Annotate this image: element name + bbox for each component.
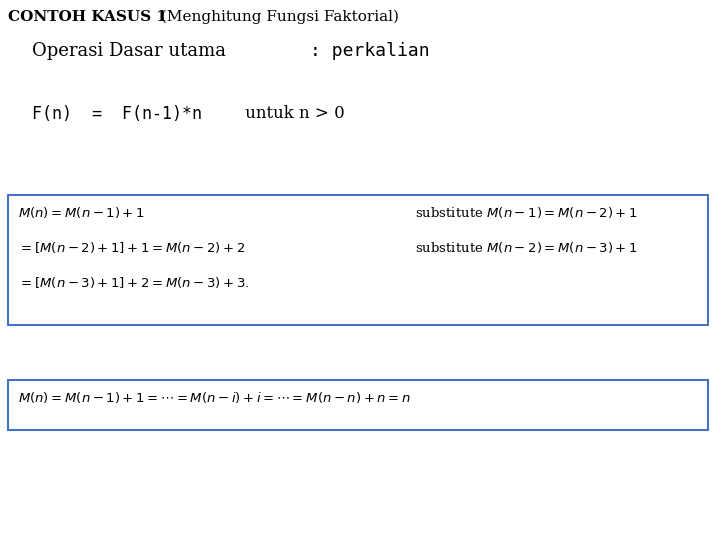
Text: $= [M(n-2)+1]+1 = M(n-2)+2$: $= [M(n-2)+1]+1 = M(n-2)+2$ [18, 240, 246, 255]
Text: (Menghitung Fungsi Faktorial): (Menghitung Fungsi Faktorial) [156, 10, 399, 24]
Text: substitute $M(n-2) = M(n-3)+1$: substitute $M(n-2) = M(n-3)+1$ [415, 240, 638, 255]
Text: $= [M(n-3)+1]+2 = M(n-3)+3.$: $= [M(n-3)+1]+2 = M(n-3)+3.$ [18, 275, 249, 290]
Text: Operasi Dasar utama: Operasi Dasar utama [32, 42, 226, 60]
Text: untuk n > 0: untuk n > 0 [240, 105, 345, 122]
Text: F(n)  =  F(n-1)*n: F(n) = F(n-1)*n [32, 105, 202, 123]
Text: $M(n) = M(n-1)+1 = \cdots = M(n-i)+i = \cdots = M(n-n)+n = n$: $M(n) = M(n-1)+1 = \cdots = M(n-i)+i = \… [18, 390, 411, 405]
Text: CONTOH KASUS 1: CONTOH KASUS 1 [8, 10, 167, 24]
Text: : perkalian: : perkalian [310, 42, 430, 60]
FancyBboxPatch shape [8, 195, 708, 325]
Text: $M(n) = M(n-1)+1$: $M(n) = M(n-1)+1$ [18, 205, 145, 220]
Text: substitute $M(n-1) = M(n-2)+1$: substitute $M(n-1) = M(n-2)+1$ [415, 205, 638, 220]
FancyBboxPatch shape [8, 380, 708, 430]
